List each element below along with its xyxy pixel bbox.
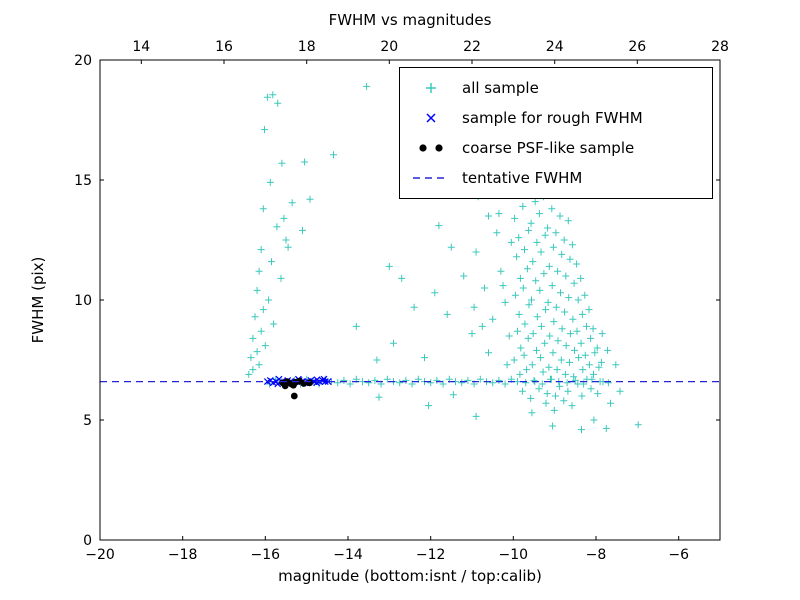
svg-text:−20: −20 (85, 547, 115, 563)
svg-text:−18: −18 (168, 547, 198, 563)
tick-marks-and-labels: −20 −18 −16 −14 −12 −10 −8 −6 14 16 18 20 22 24 26 28 0 5… (74, 39, 729, 563)
svg-text:−16: −16 (251, 547, 281, 563)
svg-text:10: 10 (74, 293, 92, 309)
svg-text:26: 26 (628, 39, 646, 55)
y-axis-label: FWHM (pix) (29, 256, 47, 344)
svg-text:14: 14 (132, 39, 150, 55)
series-plus (245, 82, 642, 434)
dashed-line-icon (413, 177, 449, 179)
plot-frame (99, 59, 721, 541)
legend-item-tentative-fwhm: tentative FWHM (408, 163, 704, 193)
legend: all sample sample for rough FWHM coarse … (399, 67, 713, 199)
chart-title: FWHM vs magnitudes (328, 11, 492, 29)
svg-text:5: 5 (83, 413, 92, 429)
svg-text:−6: −6 (668, 547, 689, 563)
legend-label: tentative FWHM (462, 169, 583, 187)
svg-text:18: 18 (298, 39, 316, 55)
legend-label: all sample (462, 79, 539, 97)
svg-text:24: 24 (546, 39, 564, 55)
x-axis-label: magnitude (bottom:isnt / top:calib) (278, 567, 542, 585)
plus-marker-icon (426, 83, 436, 93)
circle-marker-icon (419, 144, 443, 152)
legend-item-psf-sample: coarse PSF-like sample (408, 133, 704, 163)
svg-text:28: 28 (711, 39, 729, 55)
svg-text:22: 22 (463, 39, 481, 55)
svg-text:−12: −12 (416, 547, 446, 563)
x-marker-icon (426, 113, 436, 123)
legend-item-rough-fwhm: sample for rough FWHM (408, 103, 704, 133)
svg-text:20: 20 (74, 53, 92, 69)
legend-label: coarse PSF-like sample (462, 139, 635, 157)
svg-text:−8: −8 (586, 547, 607, 563)
svg-text:20: 20 (380, 39, 398, 55)
legend-item-all-sample: all sample (408, 73, 704, 103)
svg-text:−14: −14 (333, 547, 363, 563)
svg-text:15: 15 (74, 173, 92, 189)
legend-label: sample for rough FWHM (462, 109, 643, 127)
svg-text:0: 0 (83, 533, 92, 549)
svg-text:−10: −10 (499, 547, 529, 563)
svg-text:16: 16 (215, 39, 233, 55)
